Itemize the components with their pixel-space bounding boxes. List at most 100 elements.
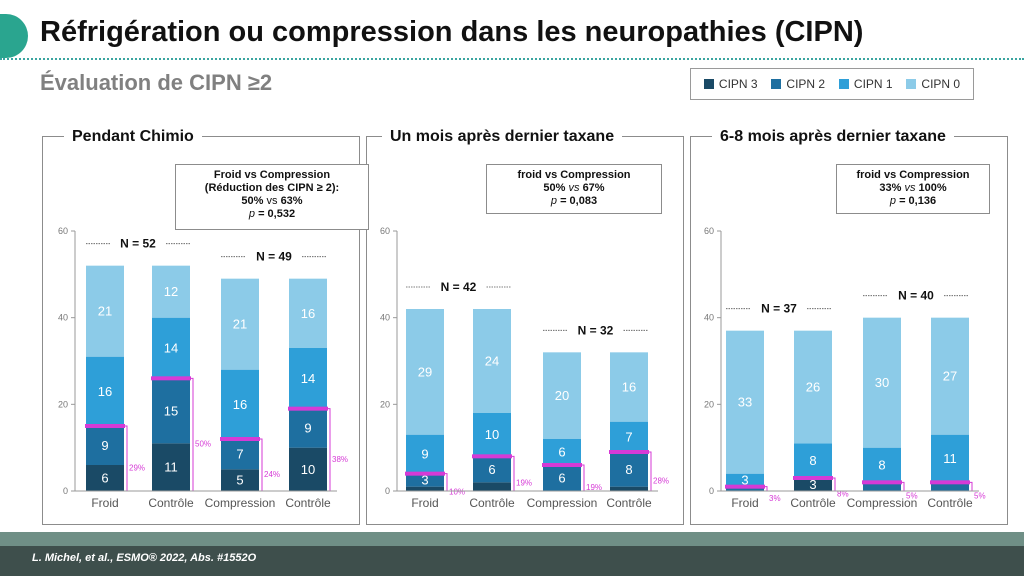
percent-label: 5% [974, 492, 986, 501]
data-label: 5 [236, 473, 243, 488]
data-label: 12 [164, 284, 178, 299]
bar-segment-cipn1 [794, 443, 832, 478]
stat-pvalue-line: p = 0,532 [180, 208, 364, 221]
stat-comparison: Froid vs Compression [213, 169, 331, 181]
bar-segment-cipn2 [726, 486, 764, 491]
bar-segment-cipn3 [610, 486, 648, 491]
x-category-label: Contrôle [606, 496, 652, 510]
data-label: 15 [164, 403, 178, 418]
bar-segment-cipn2 [221, 439, 259, 470]
percent-label: 19% [586, 483, 602, 492]
slide-title: Réfrigération ou compression dans les ne… [40, 16, 864, 48]
stat-pvalue-line: p = 0,136 [841, 195, 985, 208]
y-tick-label: 40 [380, 313, 390, 323]
group-n-label: N = 49 [256, 250, 292, 264]
bar-segment-cipn1 [543, 439, 581, 465]
bar-segment-cipn0 [726, 330, 764, 474]
legend-item-cipn2: CIPN 2 [771, 77, 825, 91]
y-tick-label: 20 [380, 399, 390, 409]
stat-pct-a: 50% [543, 182, 566, 194]
data-label: 6 [558, 445, 565, 460]
panel-title-3: 6-8 mois après dernier taxane [712, 128, 954, 146]
x-category-label: Contrôle [790, 496, 836, 510]
cipn2-threshold-marker [542, 463, 582, 467]
data-label: 26 [806, 380, 820, 395]
bar-segment-cipn1 [406, 434, 444, 474]
bar-segment-cipn0 [221, 278, 259, 370]
data-label: 11 [943, 451, 957, 466]
legend-swatch-cipn3 [703, 79, 714, 89]
bar-segment-cipn2 [610, 452, 648, 487]
legend-swatch-cipn1 [838, 79, 849, 89]
bar-segment-cipn1 [221, 369, 259, 439]
bar-segment-cipn1 [289, 348, 327, 409]
group-n-label: N = 42 [441, 280, 477, 294]
cipn2-threshold-marker [405, 471, 445, 476]
y-tick-label: 60 [704, 226, 714, 236]
percent-bracket [581, 464, 585, 492]
stat-vs: vs [904, 182, 916, 194]
data-label: 29 [418, 364, 432, 379]
stat-note: (Réduction des CIPN ≥ 2): [204, 182, 340, 194]
bar-segment-cipn0 [794, 330, 832, 444]
data-label: 16 [233, 397, 247, 412]
data-label: 21 [233, 317, 247, 332]
chart-legend: CIPN 3 CIPN 2 CIPN 1 CIPN 0 [690, 68, 974, 100]
y-tick-label: 60 [58, 226, 68, 236]
cipn2-threshold-marker [930, 480, 970, 485]
data-label: 14 [164, 341, 178, 356]
data-label: 27 [943, 369, 957, 384]
stat-pct-b: 100% [918, 182, 947, 194]
stat-percent-line: 50% vs 63% [180, 195, 364, 208]
percent-label: 5% [906, 492, 918, 501]
legend-swatch-cipn2 [771, 79, 782, 89]
y-tick-label: 0 [63, 486, 68, 496]
stat-p-symbol: p [248, 208, 256, 220]
bar-segment-cipn3 [406, 486, 444, 491]
y-tick-label: 40 [58, 313, 68, 323]
percent-label: 29% [129, 464, 145, 473]
cipn2-threshold-marker [151, 376, 191, 381]
x-category-label: Contrôle [148, 496, 194, 510]
group-n-label: N = 52 [120, 237, 156, 251]
bar-segment-cipn0 [152, 265, 190, 318]
stat-p-value: = 0,083 [560, 195, 598, 207]
panel-title-2: Un mois après dernier taxane [382, 128, 623, 146]
data-label: 9 [101, 438, 108, 453]
stat-pvalue-line: p = 0,083 [491, 195, 657, 208]
x-category-label: Compression [847, 496, 918, 510]
x-category-label: Contrôle [285, 496, 331, 510]
x-category-label: Compression [205, 496, 276, 510]
data-label: 16 [301, 306, 315, 321]
bar-segment-cipn1 [931, 434, 969, 483]
stat-box-1: Froid vs Compression (Réduction des CIPN… [175, 164, 369, 230]
percent-label: 10% [449, 487, 465, 496]
stat-p-value: = 0,532 [258, 208, 296, 220]
percent-bracket [124, 425, 128, 492]
x-category-label: Contrôle [927, 496, 973, 510]
stat-p-symbol: p [550, 195, 558, 207]
data-label: 14 [301, 371, 315, 386]
bar-segment-cipn0 [863, 317, 901, 448]
data-label: 7 [625, 429, 632, 444]
stat-comparison: froid vs Compression [856, 169, 970, 181]
panel-title-1: Pendant Chimio [64, 128, 202, 146]
bar-segment-cipn1 [610, 421, 648, 452]
cipn2-threshold-marker [862, 480, 902, 485]
cipn2-threshold-marker [793, 476, 833, 480]
stat-pct-a: 33% [879, 182, 902, 194]
bar-segment-cipn0 [931, 317, 969, 435]
legend-item-cipn1: CIPN 1 [838, 77, 893, 91]
stat-pct-b: 63% [280, 195, 303, 207]
bar-segment-cipn0 [473, 309, 511, 413]
stat-percent-line: 50% vs 67% [491, 182, 657, 195]
data-label: 3 [421, 473, 428, 488]
percent-label: 19% [516, 479, 532, 488]
bar-segment-cipn2 [931, 482, 969, 491]
y-tick-label: 40 [704, 313, 714, 323]
y-tick-label: 20 [58, 399, 68, 409]
percent-label: 24% [264, 470, 280, 479]
x-category-label: Froid [411, 496, 438, 510]
bar-segment-cipn2 [863, 482, 901, 491]
